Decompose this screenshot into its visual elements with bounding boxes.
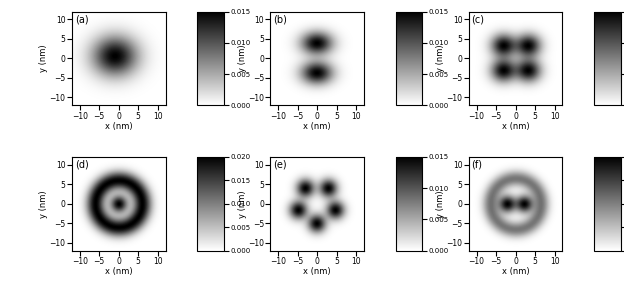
Text: (b): (b) [273,14,287,24]
Text: (d): (d) [75,160,89,170]
X-axis label: x (nm): x (nm) [502,122,529,131]
Y-axis label: y (nm): y (nm) [238,190,246,217]
X-axis label: x (nm): x (nm) [105,267,132,276]
X-axis label: x (nm): x (nm) [105,122,132,131]
Y-axis label: y (nm): y (nm) [436,190,445,217]
Text: (a): (a) [75,14,89,24]
X-axis label: x (nm): x (nm) [303,122,331,131]
Text: (c): (c) [472,14,485,24]
Y-axis label: y (nm): y (nm) [39,190,48,217]
Text: (f): (f) [472,160,482,170]
Y-axis label: y (nm): y (nm) [436,45,445,72]
Text: (e): (e) [273,160,287,170]
Y-axis label: y (nm): y (nm) [238,45,246,72]
X-axis label: x (nm): x (nm) [303,267,331,276]
Y-axis label: y (nm): y (nm) [39,45,48,72]
X-axis label: x (nm): x (nm) [502,267,529,276]
